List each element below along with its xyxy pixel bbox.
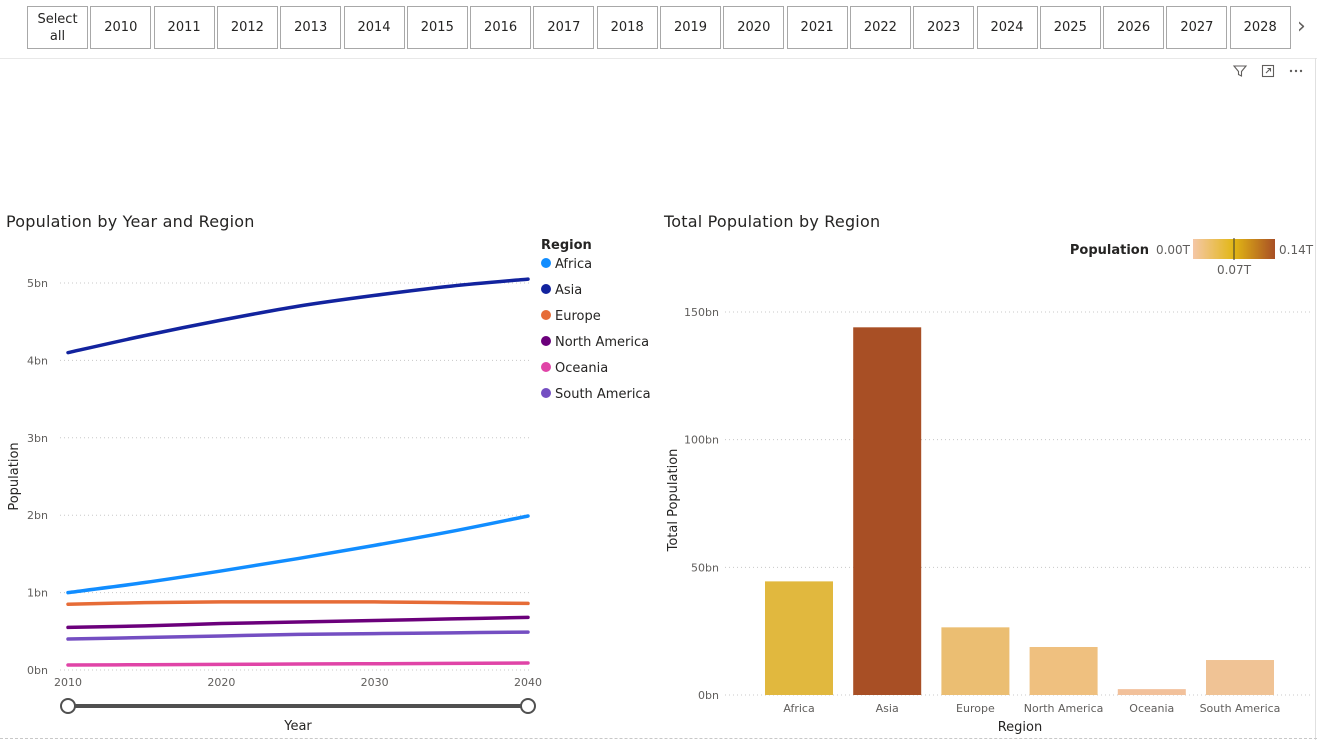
x-tick-label: Europe <box>956 702 995 715</box>
x-tick-label: South America <box>1200 702 1281 715</box>
focus-mode-icon[interactable] <box>1259 62 1277 80</box>
year-slicer: Select all 2010 2011 2012 2013 2014 2015 2016 20… <box>0 0 1317 59</box>
slicer-year-button[interactable]: 2023 <box>913 6 975 49</box>
gradient-legend-max: 0.14T <box>1279 243 1314 257</box>
x-tick-label: Oceania <box>1129 702 1174 715</box>
y-tick-label: 150bn <box>684 306 719 319</box>
x-axis-title: Year <box>283 719 312 734</box>
page-divider <box>0 738 1317 739</box>
x-tick-label: Asia <box>876 702 899 715</box>
y-axis-title: Population <box>7 442 22 510</box>
slicer-year-button[interactable]: 2024 <box>976 6 1038 49</box>
y-tick-label: 0bn <box>27 664 48 677</box>
y-tick-label: 1bn <box>27 587 48 600</box>
slicer-year-button[interactable]: 2012 <box>216 6 278 49</box>
slicer-year-button[interactable]: 2018 <box>596 6 658 49</box>
y-tick-label: 5bn <box>27 277 48 290</box>
series-line-south-america <box>66 630 530 641</box>
y-axis-title: Total Population <box>666 449 681 553</box>
slicer-year-button[interactable]: 2021 <box>786 6 848 49</box>
slicer-select-all-button[interactable]: Select all <box>27 6 88 49</box>
legend-item: North America <box>555 335 649 350</box>
legend-marker <box>541 336 551 346</box>
page-border <box>1315 58 1316 740</box>
legend-title: Region <box>541 238 592 253</box>
series-line-asia <box>66 277 530 355</box>
bar-africa <box>765 581 833 695</box>
slicer-year-button[interactable]: 2013 <box>280 6 342 49</box>
x-tick-label: 2010 <box>54 676 82 689</box>
slicer-year-button[interactable]: 2020 <box>723 6 785 49</box>
legend-item: Africa <box>555 257 592 272</box>
series-line-oceania <box>66 661 530 667</box>
slicer-year-button[interactable]: 2015 <box>406 6 468 49</box>
x-tick-label: North America <box>1024 702 1104 715</box>
legend-marker <box>541 388 551 398</box>
y-tick-label: 0bn <box>698 689 719 702</box>
x-axis-title: Region <box>998 720 1043 735</box>
legend-marker <box>541 310 551 320</box>
bar-north-america <box>1029 646 1098 695</box>
series-line-europe <box>66 600 530 606</box>
y-tick-label: 100bn <box>684 434 719 447</box>
legend-item: Oceania <box>555 361 608 376</box>
legend-item: Europe <box>555 309 601 324</box>
slicer-year-button[interactable]: 2014 <box>343 6 405 49</box>
slicer-year-button[interactable]: 2016 <box>470 6 532 49</box>
line-chart-title: Population by Year and Region <box>6 212 255 231</box>
y-tick-label: 4bn <box>27 354 48 367</box>
visual-header-icons <box>1231 62 1305 80</box>
slicer-year-button[interactable]: 2011 <box>153 6 215 49</box>
series-line-north-america <box>66 615 530 630</box>
gradient-legend-mid: 0.07T <box>1217 263 1252 277</box>
y-tick-label: 50bn <box>691 561 719 574</box>
bar-oceania <box>1117 689 1186 695</box>
slicer-year-button[interactable]: 2026 <box>1103 6 1165 49</box>
slicer-year-button[interactable]: 2017 <box>533 6 595 49</box>
legend-marker <box>541 284 551 294</box>
slicer-year-button[interactable]: 2025 <box>1039 6 1101 49</box>
y-tick-label: 3bn <box>27 432 48 445</box>
range-slider-handle[interactable] <box>520 698 536 714</box>
x-tick-label: 2020 <box>207 676 235 689</box>
more-options-icon[interactable] <box>1287 62 1305 80</box>
bar-south-america <box>1206 660 1274 695</box>
y-tick-label: 2bn <box>27 509 48 522</box>
filter-icon[interactable] <box>1231 62 1249 80</box>
slicer-year-button[interactable]: 2027 <box>1166 6 1228 49</box>
legend-item: South America <box>555 387 650 402</box>
legend-marker <box>541 258 551 268</box>
legend-marker <box>541 362 551 372</box>
slicer-year-button[interactable]: 2019 <box>660 6 721 49</box>
series-line-africa <box>66 514 530 595</box>
bar-chart-title: Total Population by Region <box>664 212 881 231</box>
line-chart: 0bn 1bn 2bn 3bn 4bn 5bn 2010 2020 2030 2040 Year Po… <box>7 238 650 734</box>
gradient-legend-title: Population <box>1070 243 1149 258</box>
slicer-year-button[interactable]: 2028 <box>1229 6 1291 49</box>
legend-item: Asia <box>555 283 582 298</box>
gradient-legend-min: 0.00T <box>1156 243 1191 257</box>
bar-asia <box>853 327 922 695</box>
x-tick-label: Africa <box>783 702 814 715</box>
slicer-year-button[interactable]: 2022 <box>849 6 911 49</box>
bar-europe <box>941 627 1010 695</box>
slicer-year-button[interactable]: 2010 <box>90 6 152 49</box>
range-slider-handle[interactable] <box>60 698 76 714</box>
bar-chart: 0bn 50bn 100bn 150bn Africa Asia Europe North A… <box>666 238 1314 735</box>
x-tick-label: 2040 <box>514 676 542 689</box>
chevron-right-icon[interactable]: › <box>1297 14 1306 39</box>
x-tick-label: 2030 <box>361 676 389 689</box>
